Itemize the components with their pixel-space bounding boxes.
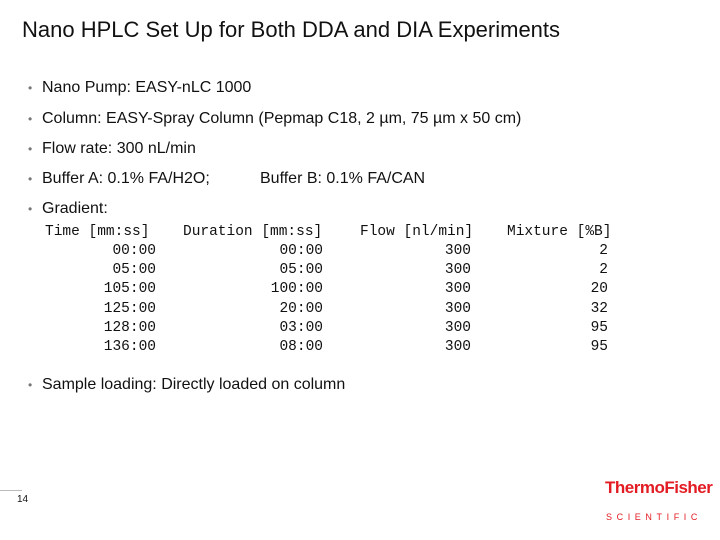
table-cell: 00:00: [279, 243, 323, 259]
table-cell: 08:00: [279, 339, 323, 355]
table-cell: 20:00: [279, 300, 323, 317]
table-cell: 300: [444, 243, 471, 259]
table-cell: 32: [590, 300, 608, 317]
table-header: Flow [nl/min]: [360, 224, 474, 240]
table-cell: 05:00: [279, 262, 323, 279]
table-cell: 300: [444, 319, 471, 336]
logo-subtext: SCIENTIFIC: [606, 512, 703, 522]
table-cell: 95: [590, 339, 608, 355]
bullet-text: Column: EASY-Spray Column (Pepmap C18, 2…: [42, 110, 522, 127]
table-cell: 95: [590, 319, 608, 336]
table-cell: 20: [590, 281, 608, 298]
bullet-text: Buffer B: 0.1% FA/CAN: [260, 170, 426, 187]
table-cell: 2: [599, 243, 608, 259]
slide-title: Nano HPLC Set Up for Both DDA and DIA Ex…: [22, 17, 561, 42]
bullet-text: Nano Pump: EASY-nLC 1000: [42, 79, 252, 96]
table-cell: 100:00: [270, 281, 323, 298]
table-header: Mixture [%B]: [507, 224, 612, 240]
divider: [0, 490, 22, 491]
table-cell: 105:00: [103, 281, 156, 298]
table-cell: 300: [444, 281, 471, 298]
table-cell: 300: [444, 339, 471, 355]
bullet-text: Sample loading: Directly loaded on colum…: [42, 376, 346, 393]
table-cell: 128:00: [103, 319, 156, 336]
page-number: 14: [17, 494, 29, 505]
table-cell: 2: [599, 262, 608, 279]
table-cell: 00:00: [112, 243, 156, 259]
table-header: Time [mm:ss]: [45, 224, 150, 240]
table-cell: 136:00: [103, 339, 156, 355]
table-cell: 300: [444, 300, 471, 317]
table-cell: 125:00: [103, 300, 156, 317]
table-cell: 05:00: [112, 262, 156, 279]
bullet-text: Buffer A: 0.1% FA/H2O;: [42, 170, 210, 187]
logo-text: ThermoFisher: [605, 478, 713, 497]
bullet-text: Gradient:: [42, 200, 108, 217]
table-cell: 03:00: [279, 319, 323, 336]
table-header: Duration [mm:ss]: [183, 224, 323, 240]
bullet-text: Flow rate: 300 nL/min: [42, 140, 196, 157]
table-cell: 300: [444, 262, 471, 279]
